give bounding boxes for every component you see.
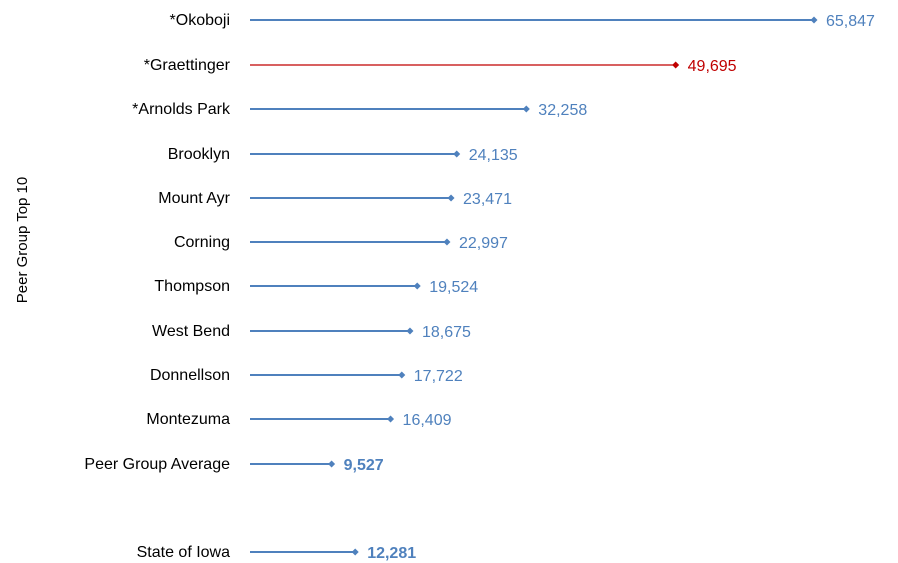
y-axis-label: Peer Group Top 10: [14, 177, 31, 303]
data-label: 22,997: [459, 235, 508, 252]
category-label: Donnellson: [150, 367, 230, 384]
category-label: Mount Ayr: [158, 190, 230, 207]
category-label: Thompson: [154, 278, 230, 295]
value-marker: [406, 327, 414, 335]
data-label: 16,409: [403, 412, 452, 429]
data-label: 24,135: [469, 147, 518, 164]
value-marker: [328, 460, 336, 468]
category-label: Corning: [174, 234, 230, 251]
category-label: Montezuma: [146, 411, 230, 428]
category-label: Brooklyn: [168, 146, 230, 163]
data-label: 32,258: [538, 102, 587, 119]
category-label: West Bend: [152, 323, 230, 340]
data-label: 19,524: [429, 279, 478, 296]
data-label: 49,695: [688, 58, 737, 75]
value-marker: [387, 415, 395, 423]
data-label: 12,281: [367, 545, 416, 562]
data-label: 17,722: [414, 368, 463, 385]
chart-marks: *Okoboji 65,847 *Graettinger 49,695 *Arnolds…: [84, 12, 875, 562]
data-label: 65,847: [826, 13, 875, 30]
value-marker: [810, 16, 818, 24]
value-marker: [351, 548, 359, 556]
value-marker: [672, 61, 680, 69]
data-label: 18,675: [422, 324, 471, 341]
value-marker: [453, 150, 461, 158]
value-marker: [522, 105, 530, 113]
data-label: 23,471: [463, 191, 512, 208]
category-label: *Arnolds Park: [132, 101, 231, 118]
category-label: *Okoboji: [170, 12, 230, 29]
category-label: Peer Group Average: [84, 456, 230, 473]
value-marker: [447, 194, 455, 202]
data-label: 9,527: [344, 457, 384, 474]
value-marker: [398, 371, 406, 379]
category-label: *Graettinger: [144, 57, 231, 74]
value-marker: [443, 238, 451, 246]
category-label: State of Iowa: [137, 544, 230, 561]
value-marker: [413, 282, 421, 290]
